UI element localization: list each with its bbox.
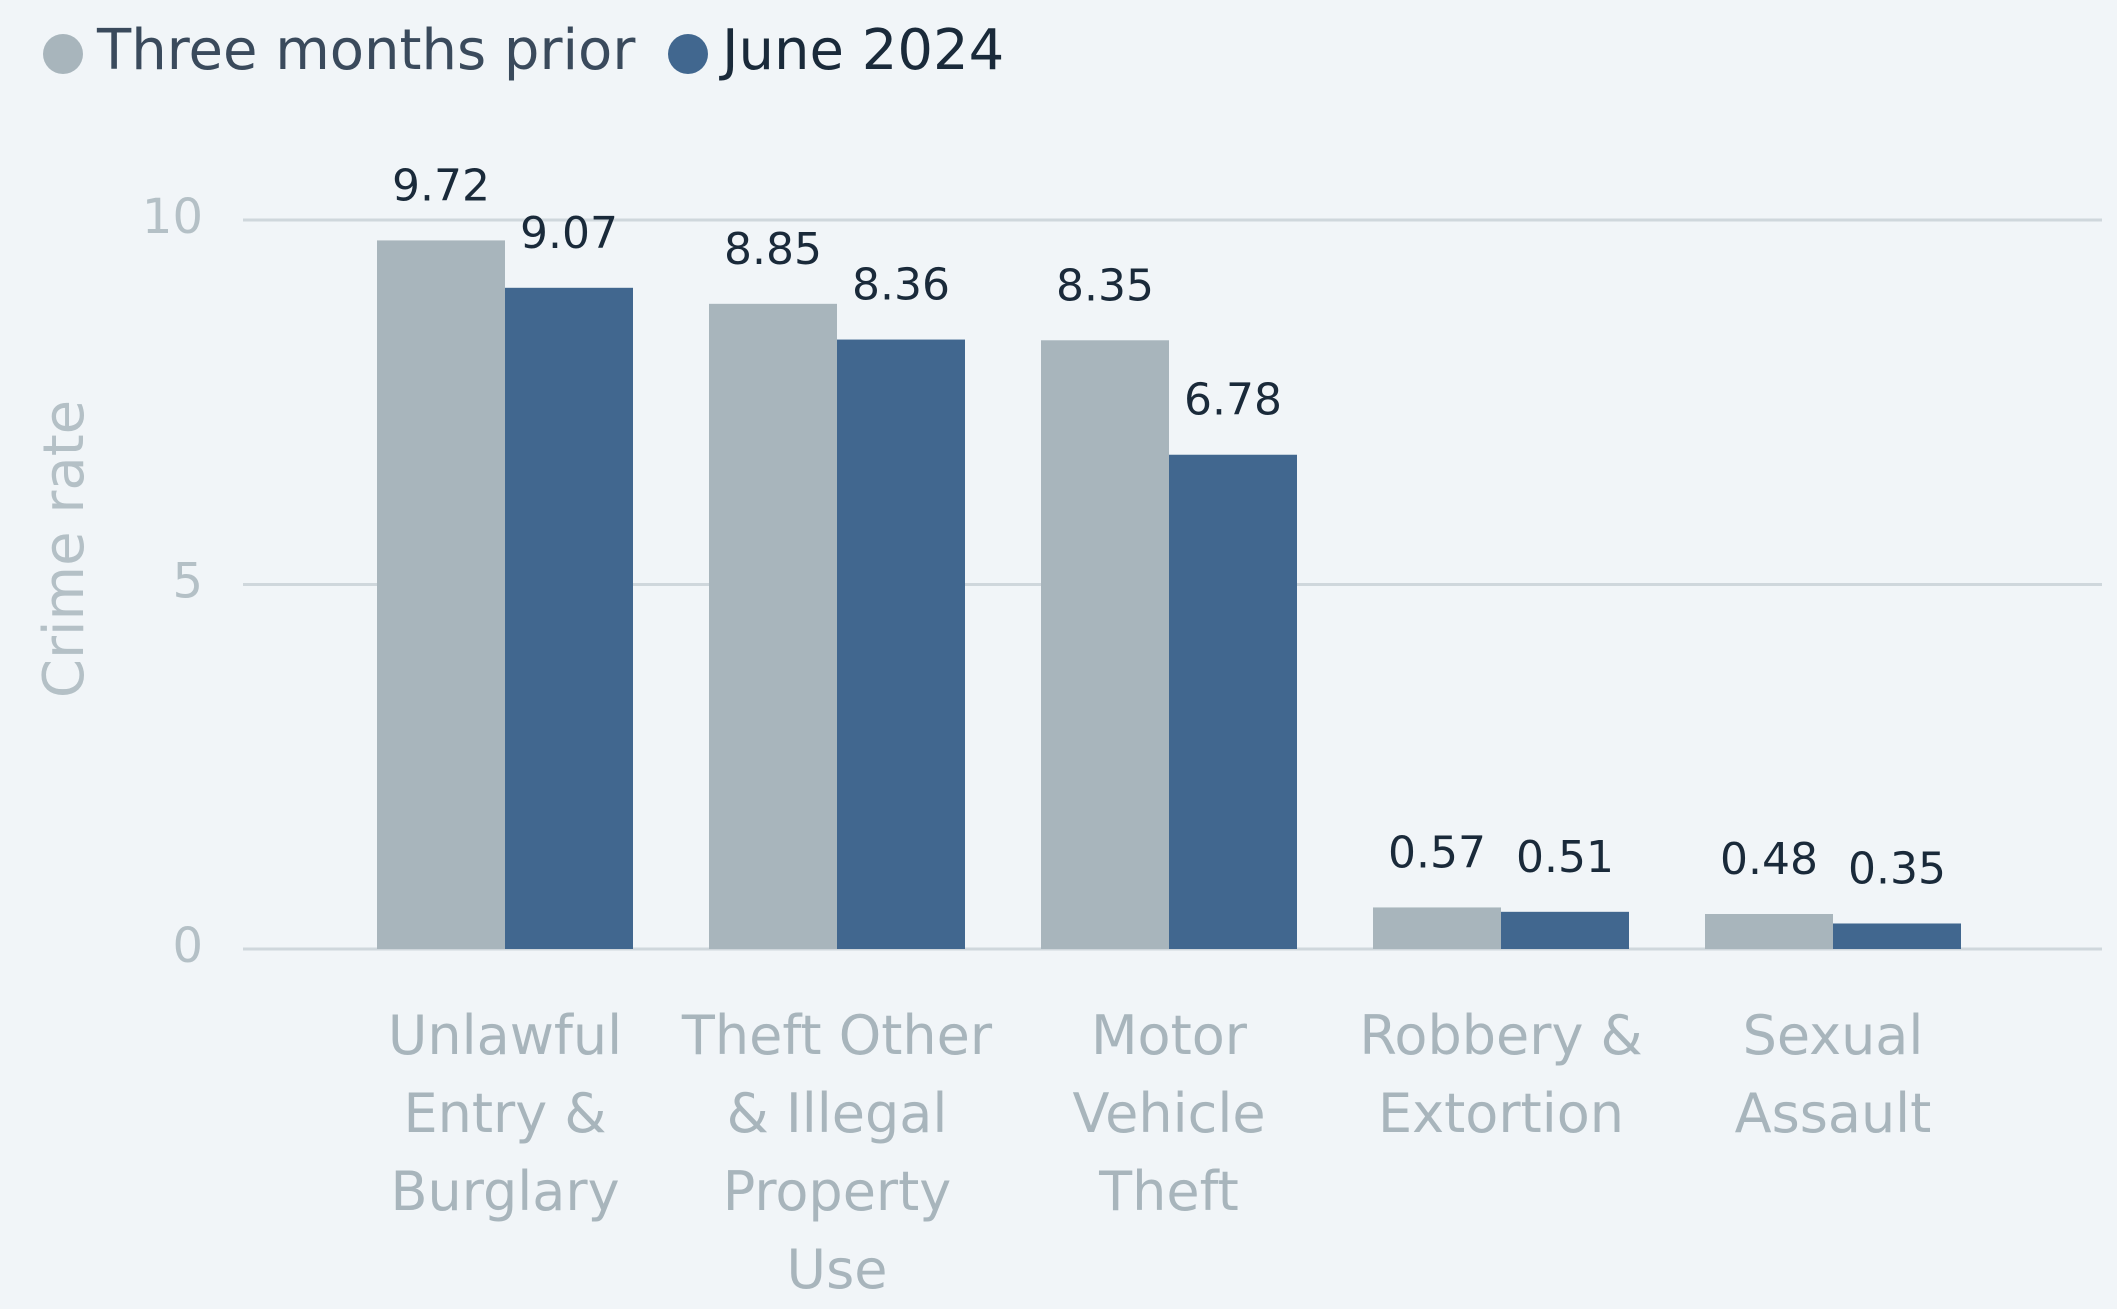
bar — [1501, 911, 1629, 949]
data-label: 0.57 — [1388, 827, 1486, 878]
legend-label: June 2024 — [719, 18, 1004, 83]
x-tick-label: Sexual Assault — [1734, 1004, 1932, 1145]
y-tick-label: 0 — [172, 918, 203, 974]
bar — [709, 303, 837, 950]
x-tick-label: Theft Other & Illegal Property Use — [681, 1004, 993, 1301]
data-label: 8.36 — [852, 260, 950, 311]
bar — [505, 287, 633, 949]
bar — [1169, 454, 1297, 949]
x-tick-label: Motor Vehicle Theft — [1072, 1004, 1266, 1223]
data-label: 0.48 — [1720, 834, 1818, 885]
y-tick-label: 5 — [172, 554, 203, 610]
x-tick-label: Robbery & Extortion — [1359, 1004, 1643, 1145]
data-label: 0.51 — [1516, 832, 1614, 883]
bar — [1705, 914, 1833, 949]
y-tick-label: 10 — [142, 189, 203, 245]
bar — [377, 240, 505, 950]
legend-label: Three months prior — [96, 18, 636, 83]
data-label: 8.35 — [1056, 260, 1154, 311]
bar — [837, 339, 965, 949]
y-axis-title: Crime rate — [32, 400, 97, 698]
legend-marker — [43, 34, 83, 74]
data-label: 9.72 — [392, 160, 490, 211]
bar — [1041, 340, 1169, 949]
bar — [1833, 923, 1961, 949]
legend-marker — [668, 34, 708, 74]
data-label: 9.07 — [520, 208, 618, 259]
data-label: 6.78 — [1184, 375, 1282, 426]
bar — [1373, 907, 1501, 949]
x-tick-label: Unlawful Entry & Burglary — [387, 1004, 623, 1223]
data-label: 8.85 — [724, 224, 822, 275]
data-label: 0.35 — [1848, 843, 1946, 894]
